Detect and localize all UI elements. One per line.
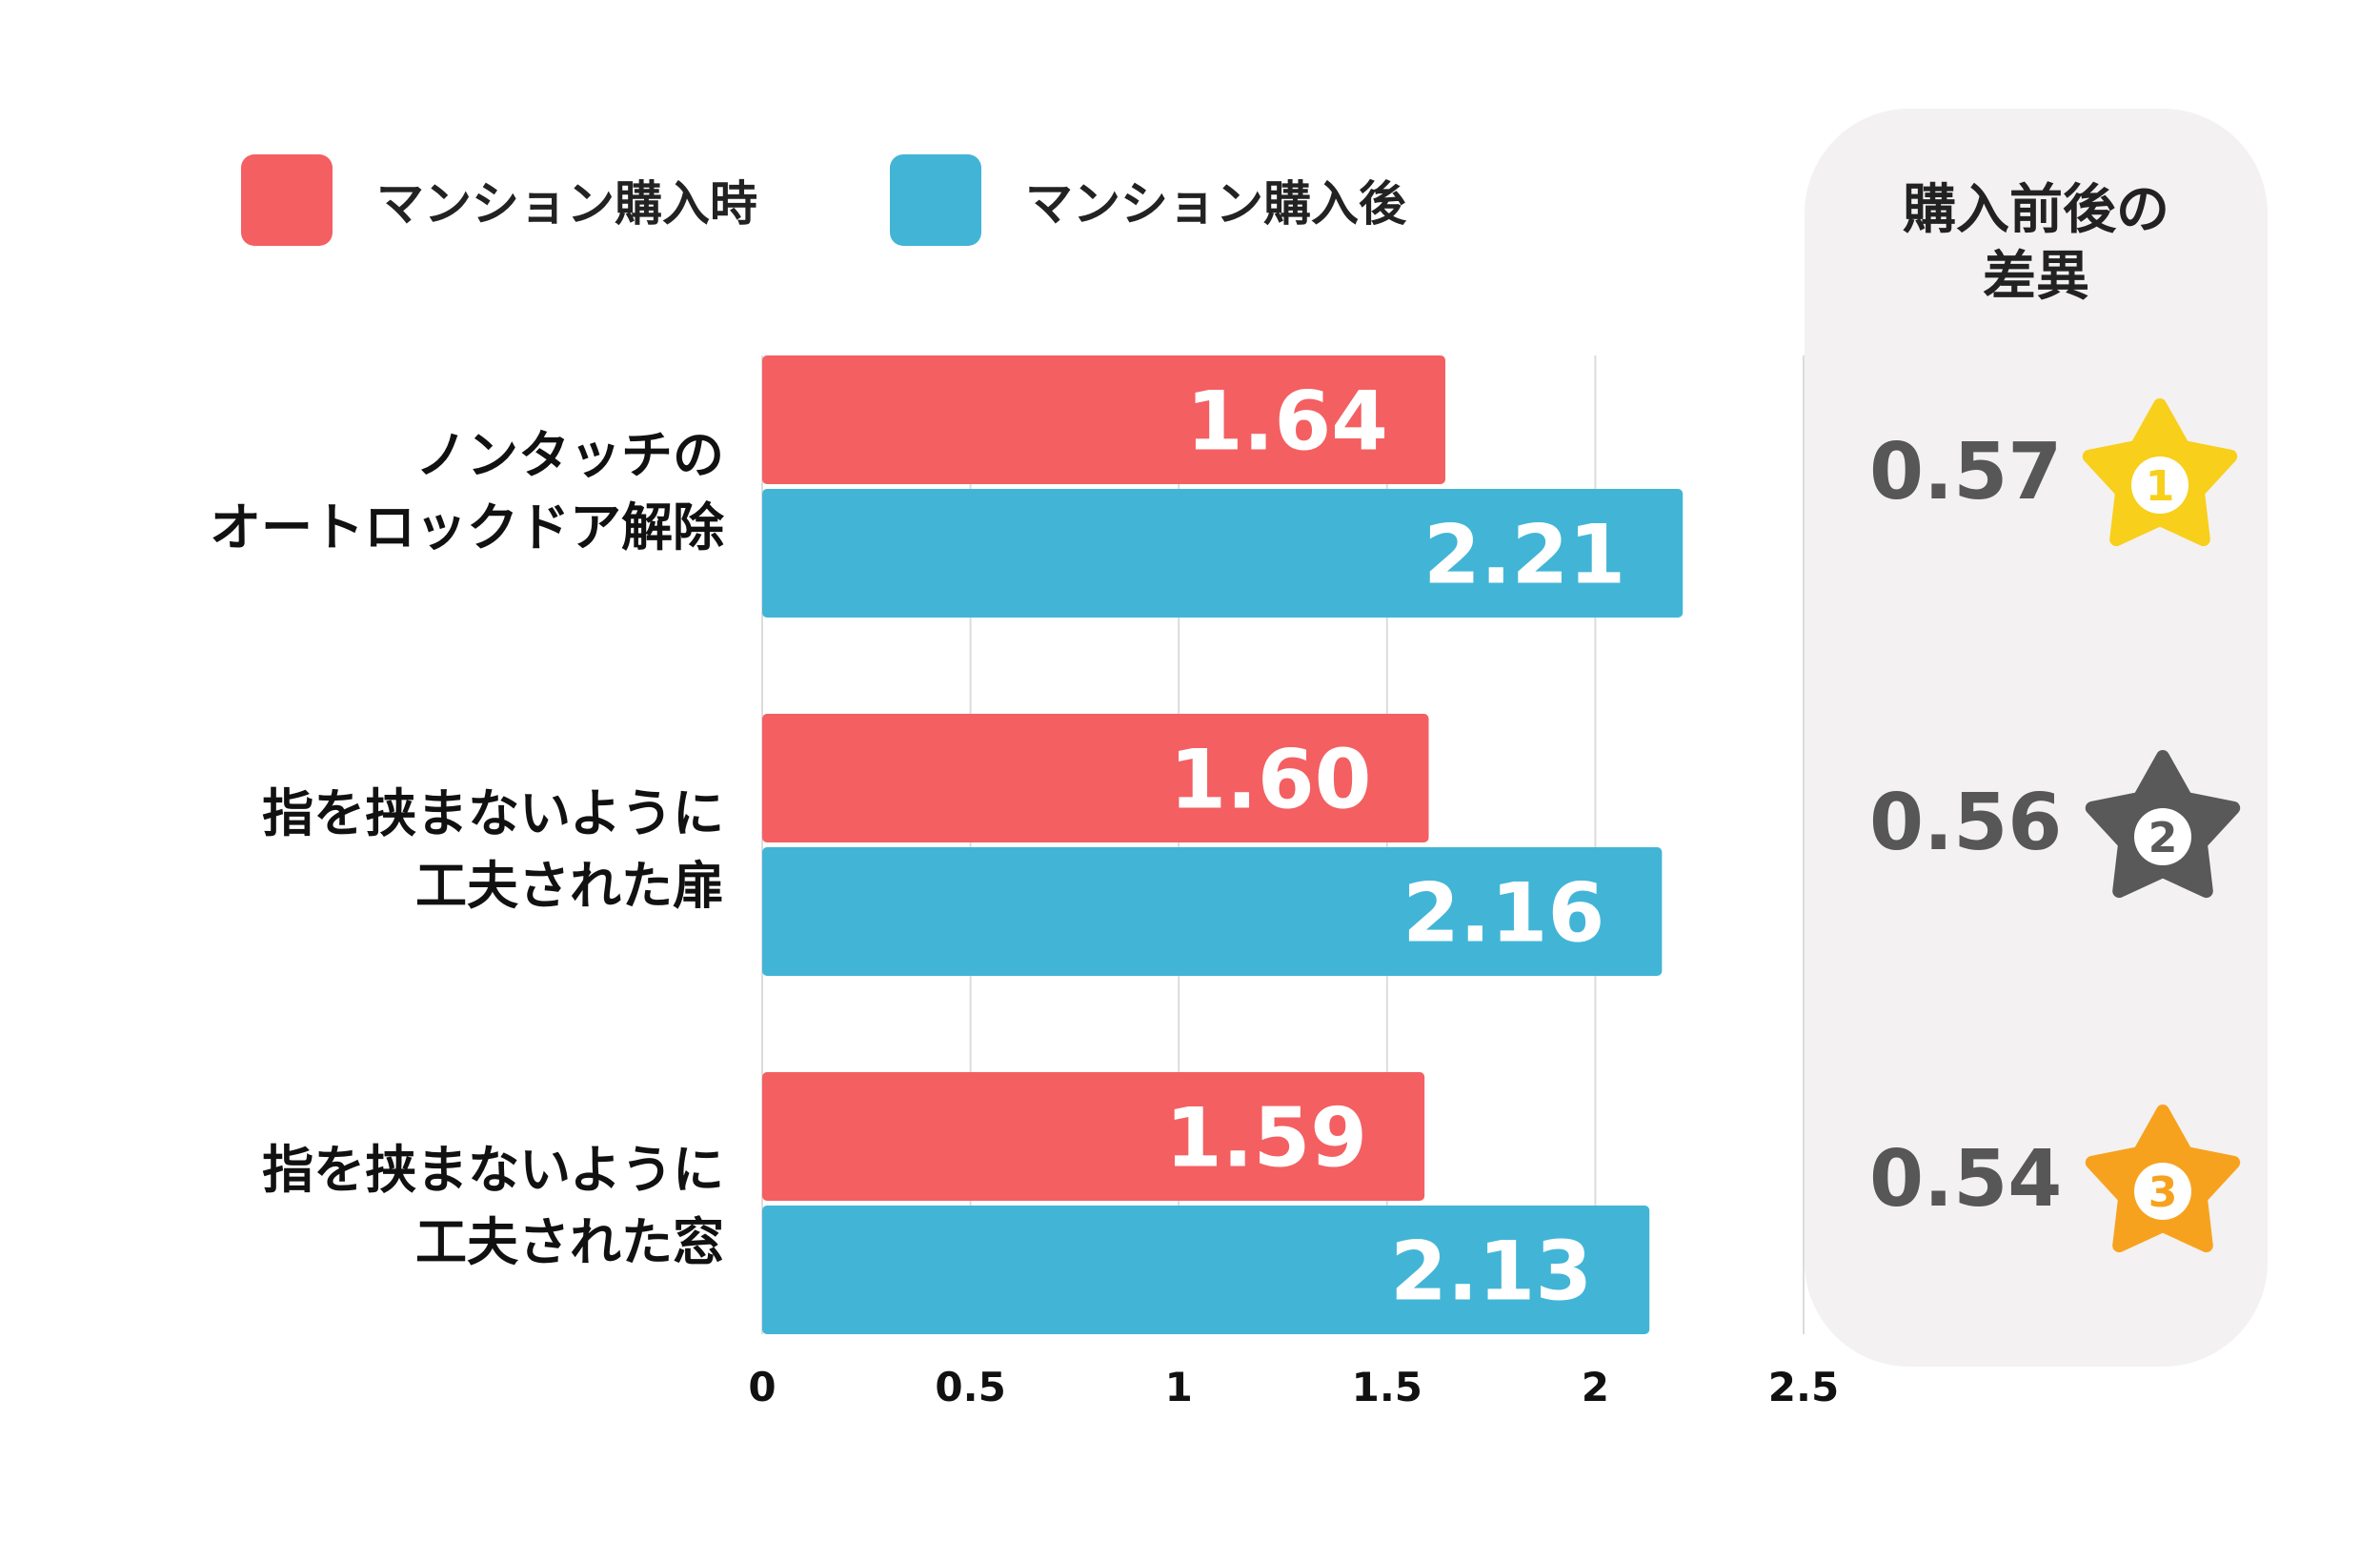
legend-swatch-after — [890, 154, 981, 246]
bar — [762, 847, 1663, 976]
x-tick-label: 2.5 — [1768, 1364, 1839, 1410]
bar — [762, 714, 1429, 842]
legend-swatch-before — [241, 154, 333, 246]
bar — [762, 1206, 1650, 1334]
x-tick-label: 1 — [1165, 1364, 1193, 1410]
difference-value-3: 0.54 — [1869, 1134, 2063, 1225]
legend-item-after: マンション購入後 — [890, 154, 1406, 246]
category-label-2: 指を挟まないように 工夫された扉 — [262, 778, 724, 923]
bar — [762, 489, 1684, 618]
rank-number: 3 — [2148, 1168, 2178, 1217]
category-label-line: 指を挟まないように — [262, 1140, 724, 1200]
bars: 1.64 1.60 1.59 2.21 2.16 2.13 — [762, 355, 1684, 1334]
x-tick-label: 2 — [1582, 1364, 1609, 1410]
category-label-line: オートロックドア解除 — [210, 497, 724, 558]
legend-label-before: マンション購入時 — [376, 176, 757, 232]
category-label-line: ノンタッチの — [415, 425, 724, 485]
difference-panel-title: 購入前後の 差異 — [1805, 177, 2268, 311]
bar-value-label: 1.60 — [1169, 733, 1371, 828]
legend-label-after: マンション購入後 — [1025, 176, 1406, 232]
bar — [762, 355, 1446, 484]
category-label-line: 工夫された窓 — [415, 1212, 724, 1272]
category-label-1: ノンタッチの オートロックドア解除 — [210, 419, 724, 564]
rank-badge — [2131, 456, 2188, 514]
x-tick-label: 1.5 — [1352, 1364, 1422, 1410]
bar-value-label: 2.13 — [1390, 1225, 1592, 1320]
rank-number: 2 — [2148, 814, 2178, 862]
category-label-line: 指を挟まないように — [262, 783, 724, 843]
rank-badge — [2134, 1163, 2191, 1220]
x-tick-label: 0.5 — [935, 1364, 1005, 1410]
x-axis-ticks: 0 0.5 1 1.5 2 2.5 — [748, 1364, 1839, 1410]
x-tick-label: 0 — [748, 1364, 776, 1410]
difference-value-2: 0.56 — [1869, 778, 2063, 868]
bar — [762, 1072, 1425, 1201]
panel-title-line-2: 差異 — [1983, 246, 2089, 308]
bar-value-label: 2.16 — [1402, 866, 1604, 962]
rank-number: 1 — [2146, 462, 2175, 511]
category-label-3: 指を挟まないように 工夫された窓 — [262, 1134, 724, 1279]
difference-value-1: 0.57 — [1869, 427, 2063, 517]
bar-value-label: 1.59 — [1165, 1091, 1367, 1186]
panel-title-line-1: 購入前後の — [1903, 179, 2169, 241]
rank-badge — [2134, 808, 2191, 865]
rank-stars: 1 2 3 — [2082, 398, 2241, 1253]
bar-value-label: 1.64 — [1186, 375, 1388, 470]
legend-item-before: マンション購入時 — [241, 154, 757, 246]
bar-value-label: 2.21 — [1423, 508, 1625, 603]
category-label-line: 工夫された扉 — [415, 856, 724, 916]
